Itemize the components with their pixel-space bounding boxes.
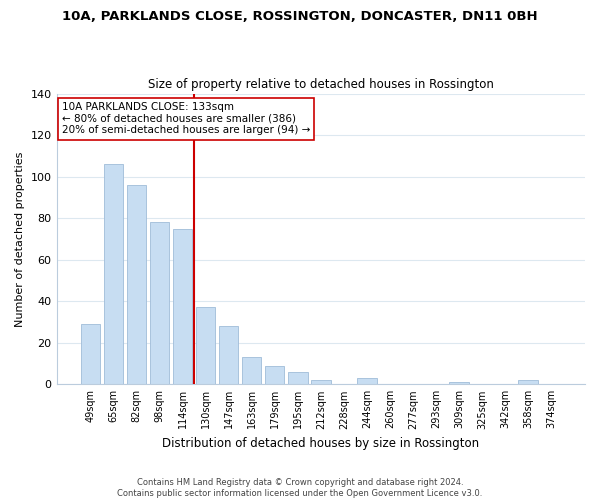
Bar — [219, 326, 238, 384]
Bar — [196, 308, 215, 384]
Bar — [265, 366, 284, 384]
Bar — [149, 222, 169, 384]
Bar — [311, 380, 331, 384]
Text: 10A, PARKLANDS CLOSE, ROSSINGTON, DONCASTER, DN11 0BH: 10A, PARKLANDS CLOSE, ROSSINGTON, DONCAS… — [62, 10, 538, 23]
Bar — [357, 378, 377, 384]
Bar — [449, 382, 469, 384]
Bar — [104, 164, 123, 384]
Title: Size of property relative to detached houses in Rossington: Size of property relative to detached ho… — [148, 78, 494, 91]
Bar — [242, 358, 262, 384]
Bar — [127, 185, 146, 384]
Y-axis label: Number of detached properties: Number of detached properties — [15, 151, 25, 326]
Text: 10A PARKLANDS CLOSE: 133sqm
← 80% of detached houses are smaller (386)
20% of se: 10A PARKLANDS CLOSE: 133sqm ← 80% of det… — [62, 102, 310, 136]
Text: Contains HM Land Registry data © Crown copyright and database right 2024.
Contai: Contains HM Land Registry data © Crown c… — [118, 478, 482, 498]
Bar — [173, 228, 193, 384]
Bar — [288, 372, 308, 384]
Bar — [518, 380, 538, 384]
X-axis label: Distribution of detached houses by size in Rossington: Distribution of detached houses by size … — [162, 437, 479, 450]
Bar — [80, 324, 100, 384]
